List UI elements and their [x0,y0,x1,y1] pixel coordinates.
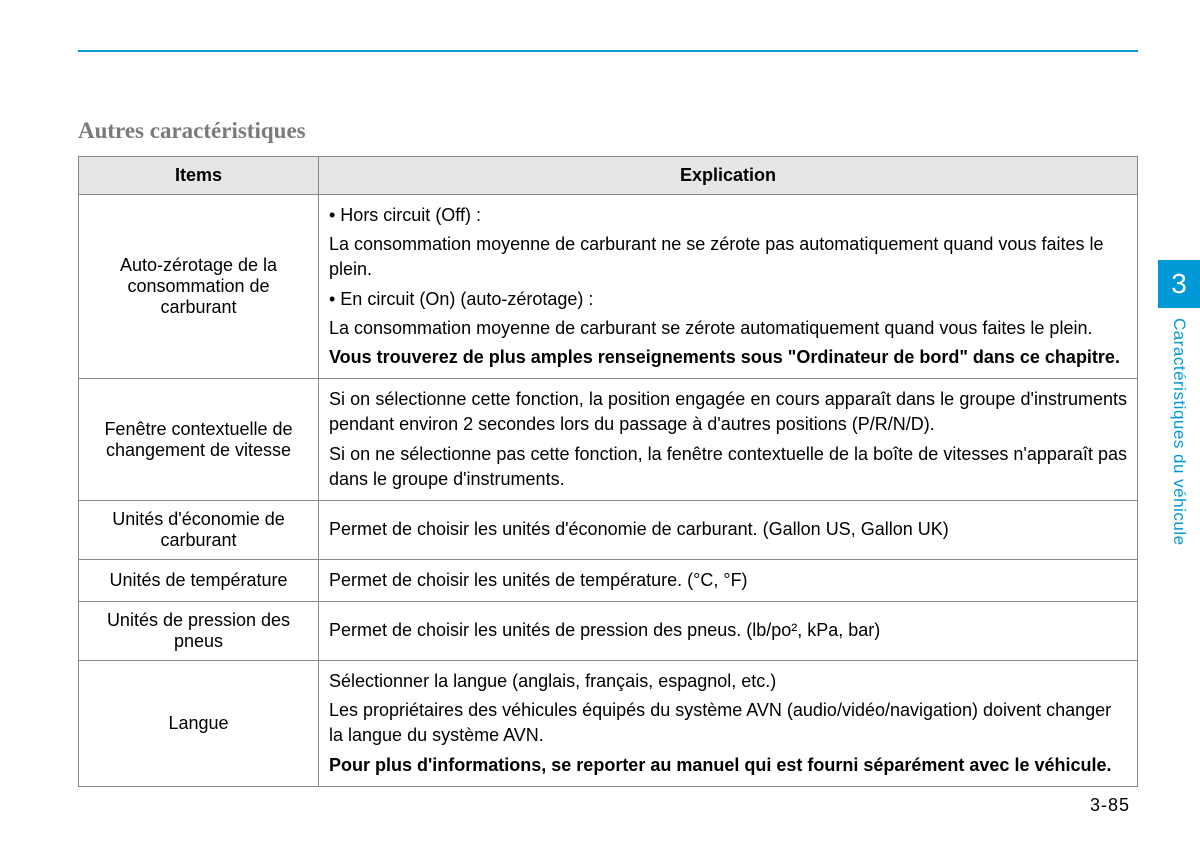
table-row: Langue Sélectionner la langue (anglais, f… [79,661,1138,787]
header-items: Items [79,157,319,195]
explication-line: Vous trouverez de plus amples renseignem… [329,345,1127,370]
item-cell: Unités de pression des pneus [79,602,319,661]
explication-line: • Hors circuit (Off) : [329,203,1127,228]
explication-line: Si on ne sélectionne pas cette fonction,… [329,442,1127,492]
features-table: Items Explication Auto-zérotage de la co… [78,156,1138,787]
explication-line: Les propriétaires des véhicules équipés … [329,698,1127,748]
table-row: Unités de température Permet de choisir l… [79,559,1138,601]
section-title: Autres caractéristiques [78,118,306,144]
explication-line: • En circuit (On) (auto-zérotage) : [329,287,1127,312]
explication-cell: Sélectionner la langue (anglais, françai… [319,661,1138,787]
table-row: Unités d'économie de carburant Permet de … [79,500,1138,559]
item-cell: Unités d'économie de carburant [79,500,319,559]
explication-cell: Permet de choisir les unités de pression… [319,602,1138,661]
explication-line: Permet de choisir les unités de températ… [329,568,1127,593]
item-cell: Auto-zérotage de la consommation de carb… [79,195,319,379]
explication-line: Permet de choisir les unités d'économie … [329,517,1127,542]
table-row: Fenêtre contextuelle de changement de vi… [79,379,1138,501]
explication-line: Permet de choisir les unités de pression… [329,618,1127,643]
chapter-label: Caractéristiques du véhicule [1158,308,1189,546]
explication-line: Pour plus d'informations, se reporter au… [329,753,1127,778]
table-row: Auto-zérotage de la consommation de carb… [79,195,1138,379]
chapter-number: 3 [1158,260,1200,308]
header-explication: Explication [319,157,1138,195]
top-rule [78,50,1138,52]
item-cell: Langue [79,661,319,787]
explication-line: Sélectionner la langue (anglais, françai… [329,669,1127,694]
item-cell: Fenêtre contextuelle de changement de vi… [79,379,319,501]
item-cell: Unités de température [79,559,319,601]
explication-line: Si on sélectionne cette fonction, la pos… [329,387,1127,437]
explication-line: La consommation moyenne de carburant ne … [329,232,1127,282]
explication-cell: • Hors circuit (Off) : La consommation mo… [319,195,1138,379]
explication-cell: Permet de choisir les unités d'économie … [319,500,1138,559]
page-number: 3-85 [1090,795,1130,816]
side-tab: 3 Caractéristiques du véhicule [1158,260,1200,560]
table-row: Unités de pression des pneus Permet de ch… [79,602,1138,661]
explication-cell: Si on sélectionne cette fonction, la pos… [319,379,1138,501]
explication-cell: Permet de choisir les unités de températ… [319,559,1138,601]
explication-line: La consommation moyenne de carburant se … [329,316,1127,341]
table-body: Auto-zérotage de la consommation de carb… [79,195,1138,787]
